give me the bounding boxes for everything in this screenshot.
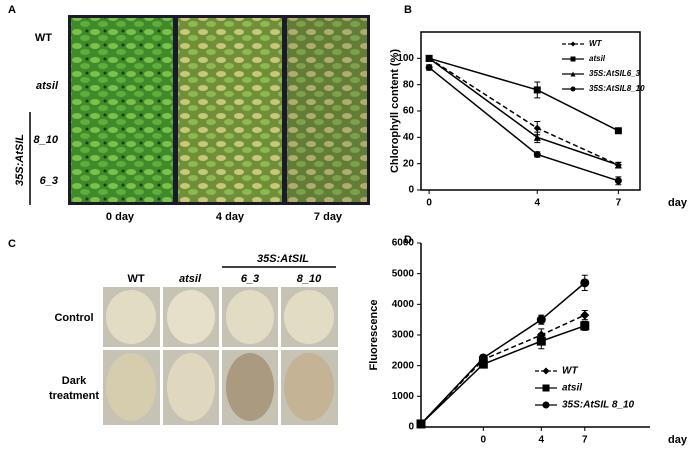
- y-tick-label: 3000: [392, 330, 415, 341]
- x-tick-label: 4: [534, 198, 540, 209]
- row-label: WT: [35, 32, 52, 44]
- legend-marker: [542, 367, 550, 375]
- legend-marker: [570, 71, 576, 77]
- panel-label: D: [404, 234, 412, 246]
- row-label: 8_10: [34, 134, 59, 146]
- plot-frame: [420, 31, 641, 191]
- legend-label: WT: [562, 366, 578, 377]
- y-tick-label: 1000: [392, 391, 415, 402]
- marker: [614, 177, 622, 185]
- y-tick-label: 40: [403, 132, 415, 143]
- legend-label: WT: [589, 39, 603, 48]
- marker: [478, 353, 488, 363]
- column-label: 0 day: [106, 211, 135, 223]
- marker: [533, 150, 541, 158]
- column-label: 7 day: [314, 211, 343, 223]
- y-tick-label: 5000: [392, 268, 415, 279]
- marker: [533, 86, 541, 94]
- row-label: atsil: [36, 80, 59, 92]
- marker: [580, 278, 590, 288]
- x-tick-label: 7: [616, 198, 622, 209]
- photo-7-day: [287, 18, 367, 202]
- legend-label: 35S:AtSIL8_10: [589, 84, 645, 93]
- leaf: [167, 353, 215, 421]
- legend-label: 35S:AtSIL6_3: [589, 69, 641, 78]
- row-label: 6_3: [40, 175, 58, 187]
- x-axis-title: day: [668, 197, 688, 209]
- y-tick-label: 0: [408, 185, 414, 196]
- marker: [614, 161, 622, 169]
- x-tick-label: 0: [481, 435, 487, 446]
- leaf: [284, 290, 334, 344]
- y-tick-label: 20: [403, 158, 415, 169]
- series-line: [420, 282, 586, 425]
- leaf: [106, 290, 156, 344]
- marker: [580, 310, 590, 320]
- legend-label: atsil: [562, 383, 582, 394]
- y-tick-label: 4000: [392, 299, 415, 310]
- y-tick-label: 60: [403, 106, 415, 117]
- x-tick-label: 7: [582, 435, 588, 446]
- photo-0-day: [71, 18, 173, 202]
- series-line: [420, 314, 586, 425]
- row-label: Dark: [62, 375, 87, 387]
- row-label: Control: [54, 312, 93, 324]
- legend-marker: [542, 401, 550, 409]
- panel-label: B: [404, 4, 412, 16]
- marker: [533, 124, 541, 132]
- panel-label: C: [8, 238, 16, 250]
- x-tick-label: 4: [539, 435, 545, 446]
- group-label: 35S:AtSIL: [14, 134, 26, 186]
- y-tick-label: 80: [403, 79, 415, 90]
- leaf: [226, 353, 274, 421]
- photo-4-day: [178, 18, 282, 202]
- y-tick-label: 0: [408, 422, 414, 433]
- series-line: [420, 325, 586, 425]
- y-tick-label: 100: [397, 53, 414, 64]
- leaf: [284, 353, 334, 421]
- y-tick-label: 6000: [392, 238, 415, 249]
- marker: [425, 64, 433, 72]
- marker: [416, 419, 426, 429]
- marker: [536, 336, 546, 346]
- legend-marker: [570, 41, 576, 47]
- leaf: [226, 290, 274, 344]
- column-label: atsil: [179, 273, 202, 285]
- x-axis-title: day: [668, 434, 688, 446]
- y-tick-label: 2000: [392, 360, 415, 371]
- marker: [533, 133, 541, 141]
- panel-label: A: [8, 4, 16, 16]
- column-label: 4 day: [216, 211, 245, 223]
- legend-label: atsil: [589, 54, 606, 63]
- marker: [425, 54, 433, 62]
- legend-marker: [570, 56, 576, 62]
- row-label: treatment: [49, 390, 99, 402]
- column-label: 8_10: [297, 273, 322, 285]
- y-axis-title: Fluorescence: [368, 300, 380, 371]
- y-axis-title: Chlorophyll content (%): [389, 49, 401, 173]
- legend-label: 35S:AtSIL 8_10: [562, 400, 635, 411]
- marker: [614, 127, 622, 135]
- column-label: WT: [127, 273, 144, 285]
- leaf: [106, 353, 156, 421]
- column-label: 6_3: [241, 273, 259, 285]
- group-label: 35S:AtSIL: [257, 253, 309, 265]
- legend-marker: [542, 384, 550, 392]
- leaf: [167, 290, 215, 344]
- marker: [536, 315, 546, 325]
- leaf-grid: [103, 287, 338, 425]
- legend-marker: [570, 86, 576, 92]
- marker: [580, 321, 590, 331]
- x-tick-label: 0: [426, 198, 432, 209]
